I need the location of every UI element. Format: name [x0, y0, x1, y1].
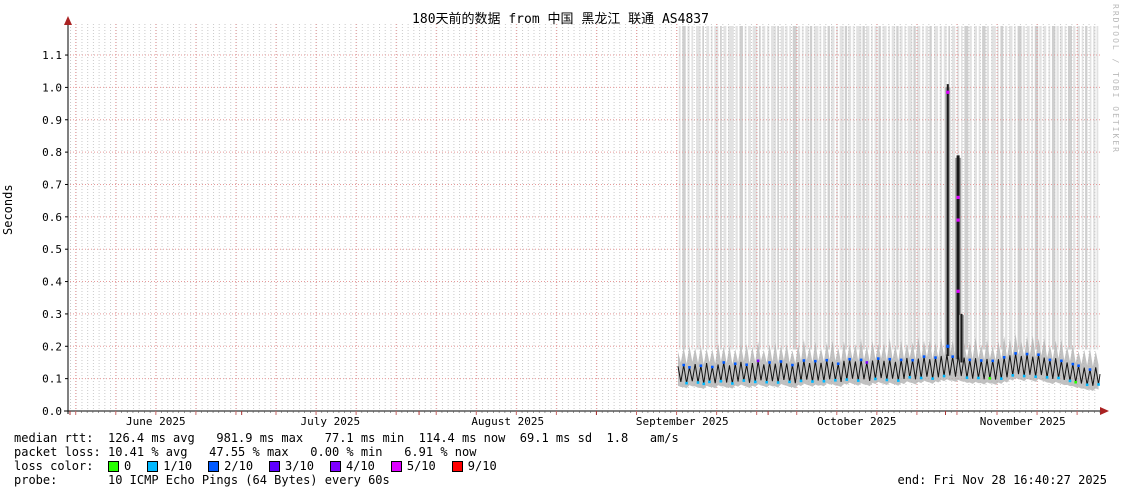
svg-text:September 2025: September 2025 — [636, 415, 729, 428]
loss-color-swatch — [208, 460, 220, 472]
loss-color-row: loss color: 0 1/10 2/10 3/10 4/10 5/10 9/10 — [14, 459, 1107, 473]
svg-text:0.4: 0.4 — [42, 276, 62, 289]
svg-text:0.6: 0.6 — [42, 211, 62, 224]
loss-color-value: 2/10 — [224, 459, 254, 473]
svg-text:0.2: 0.2 — [42, 340, 62, 353]
packet-loss-row: packet loss: 10.41 % avg 47.55 % max 0.00… — [14, 445, 1107, 459]
svg-text:0.5: 0.5 — [42, 243, 62, 256]
loss-color-entry: 1/10 — [147, 459, 192, 473]
loss-color-swatch — [329, 460, 341, 472]
probe-value: 10 ICMP Echo Pings (64 Bytes) every 60s — [108, 473, 390, 487]
loss-color-entry: 4/10 — [329, 459, 375, 473]
packet-loss-stats: 10.41 % avg 47.55 % max 0.00 % min 6.91 … — [108, 445, 477, 459]
loss-color-value: 9/10 — [467, 459, 497, 473]
svg-text:1.1: 1.1 — [42, 49, 62, 62]
probe-label: probe: — [14, 473, 58, 487]
loss-color-swatch — [108, 460, 119, 472]
svg-text:November 2025: November 2025 — [980, 415, 1066, 428]
rrdtool-watermark: RRDTOOL / TOBI OETIKER — [1111, 4, 1120, 154]
chart-title: 180天前的数据 from 中国 黑龙江 联通 AS4837 — [412, 12, 709, 27]
svg-text:0.7: 0.7 — [42, 178, 62, 191]
loss-color-value: 1/10 — [163, 459, 193, 473]
svg-text:June 2025: June 2025 — [126, 415, 186, 428]
end-timestamp: end: Fri Nov 28 16:40:27 2025 — [897, 473, 1107, 487]
loss-color-entry: 2/10 — [208, 459, 253, 473]
loss-color-entry: 3/10 — [269, 459, 314, 473]
loss-color-value: 0 — [124, 459, 132, 473]
svg-text:August 2025: August 2025 — [471, 415, 544, 428]
loss-color-value: 4/10 — [345, 459, 375, 473]
loss-color-entry: 5/10 — [390, 459, 436, 473]
packet-loss-label: packet loss: — [14, 445, 101, 459]
svg-text:0.3: 0.3 — [42, 308, 62, 321]
svg-text:July 2025: July 2025 — [301, 415, 361, 428]
median-rtt-label: median rtt: — [14, 431, 94, 445]
loss-color-swatch — [390, 460, 402, 472]
loss-color-value: 5/10 — [406, 459, 436, 473]
median-rtt-stats: 126.4 ms avg 981.9 ms max 77.1 ms min 11… — [108, 431, 679, 445]
chart-legend: median rtt: 126.4 ms avg 981.9 ms max 77.… — [14, 431, 1107, 487]
svg-text:0.1: 0.1 — [42, 373, 62, 386]
loss-color-swatch — [269, 460, 281, 472]
loss-dots — [682, 90, 1100, 387]
svg-text:0.9: 0.9 — [42, 114, 62, 127]
loss-color-entry: 0 — [108, 459, 131, 473]
loss-color-label: loss color: — [14, 459, 94, 473]
svg-text:1.0: 1.0 — [42, 81, 62, 94]
loss-color-swatch — [147, 460, 159, 472]
rtt-spikes — [945, 84, 965, 363]
svg-text:0.8: 0.8 — [42, 146, 62, 159]
loss-color-value: 3/10 — [285, 459, 314, 473]
median-rtt-row: median rtt: 126.4 ms avg 981.9 ms max 77.… — [14, 431, 1107, 445]
svg-text:0.0: 0.0 — [42, 405, 62, 418]
probe-row: probe: 10 ICMP Echo Pings (64 Bytes) ever… — [14, 473, 1107, 487]
svg-text:October 2025: October 2025 — [817, 415, 896, 428]
loss-color-swatch — [451, 460, 463, 472]
loss-bars — [678, 26, 1099, 350]
smokeping-chart-plot: 0.0 0.1 0.2 0.3 0.4 0.5 0.6 0.7 0.8 0.9 1.0 1.1 June… — [42, 16, 1109, 428]
loss-color-entry: 9/10 — [451, 459, 497, 473]
loss-color-entries: 0 1/10 2/10 3/10 4/10 5/10 9/10 — [108, 459, 513, 473]
